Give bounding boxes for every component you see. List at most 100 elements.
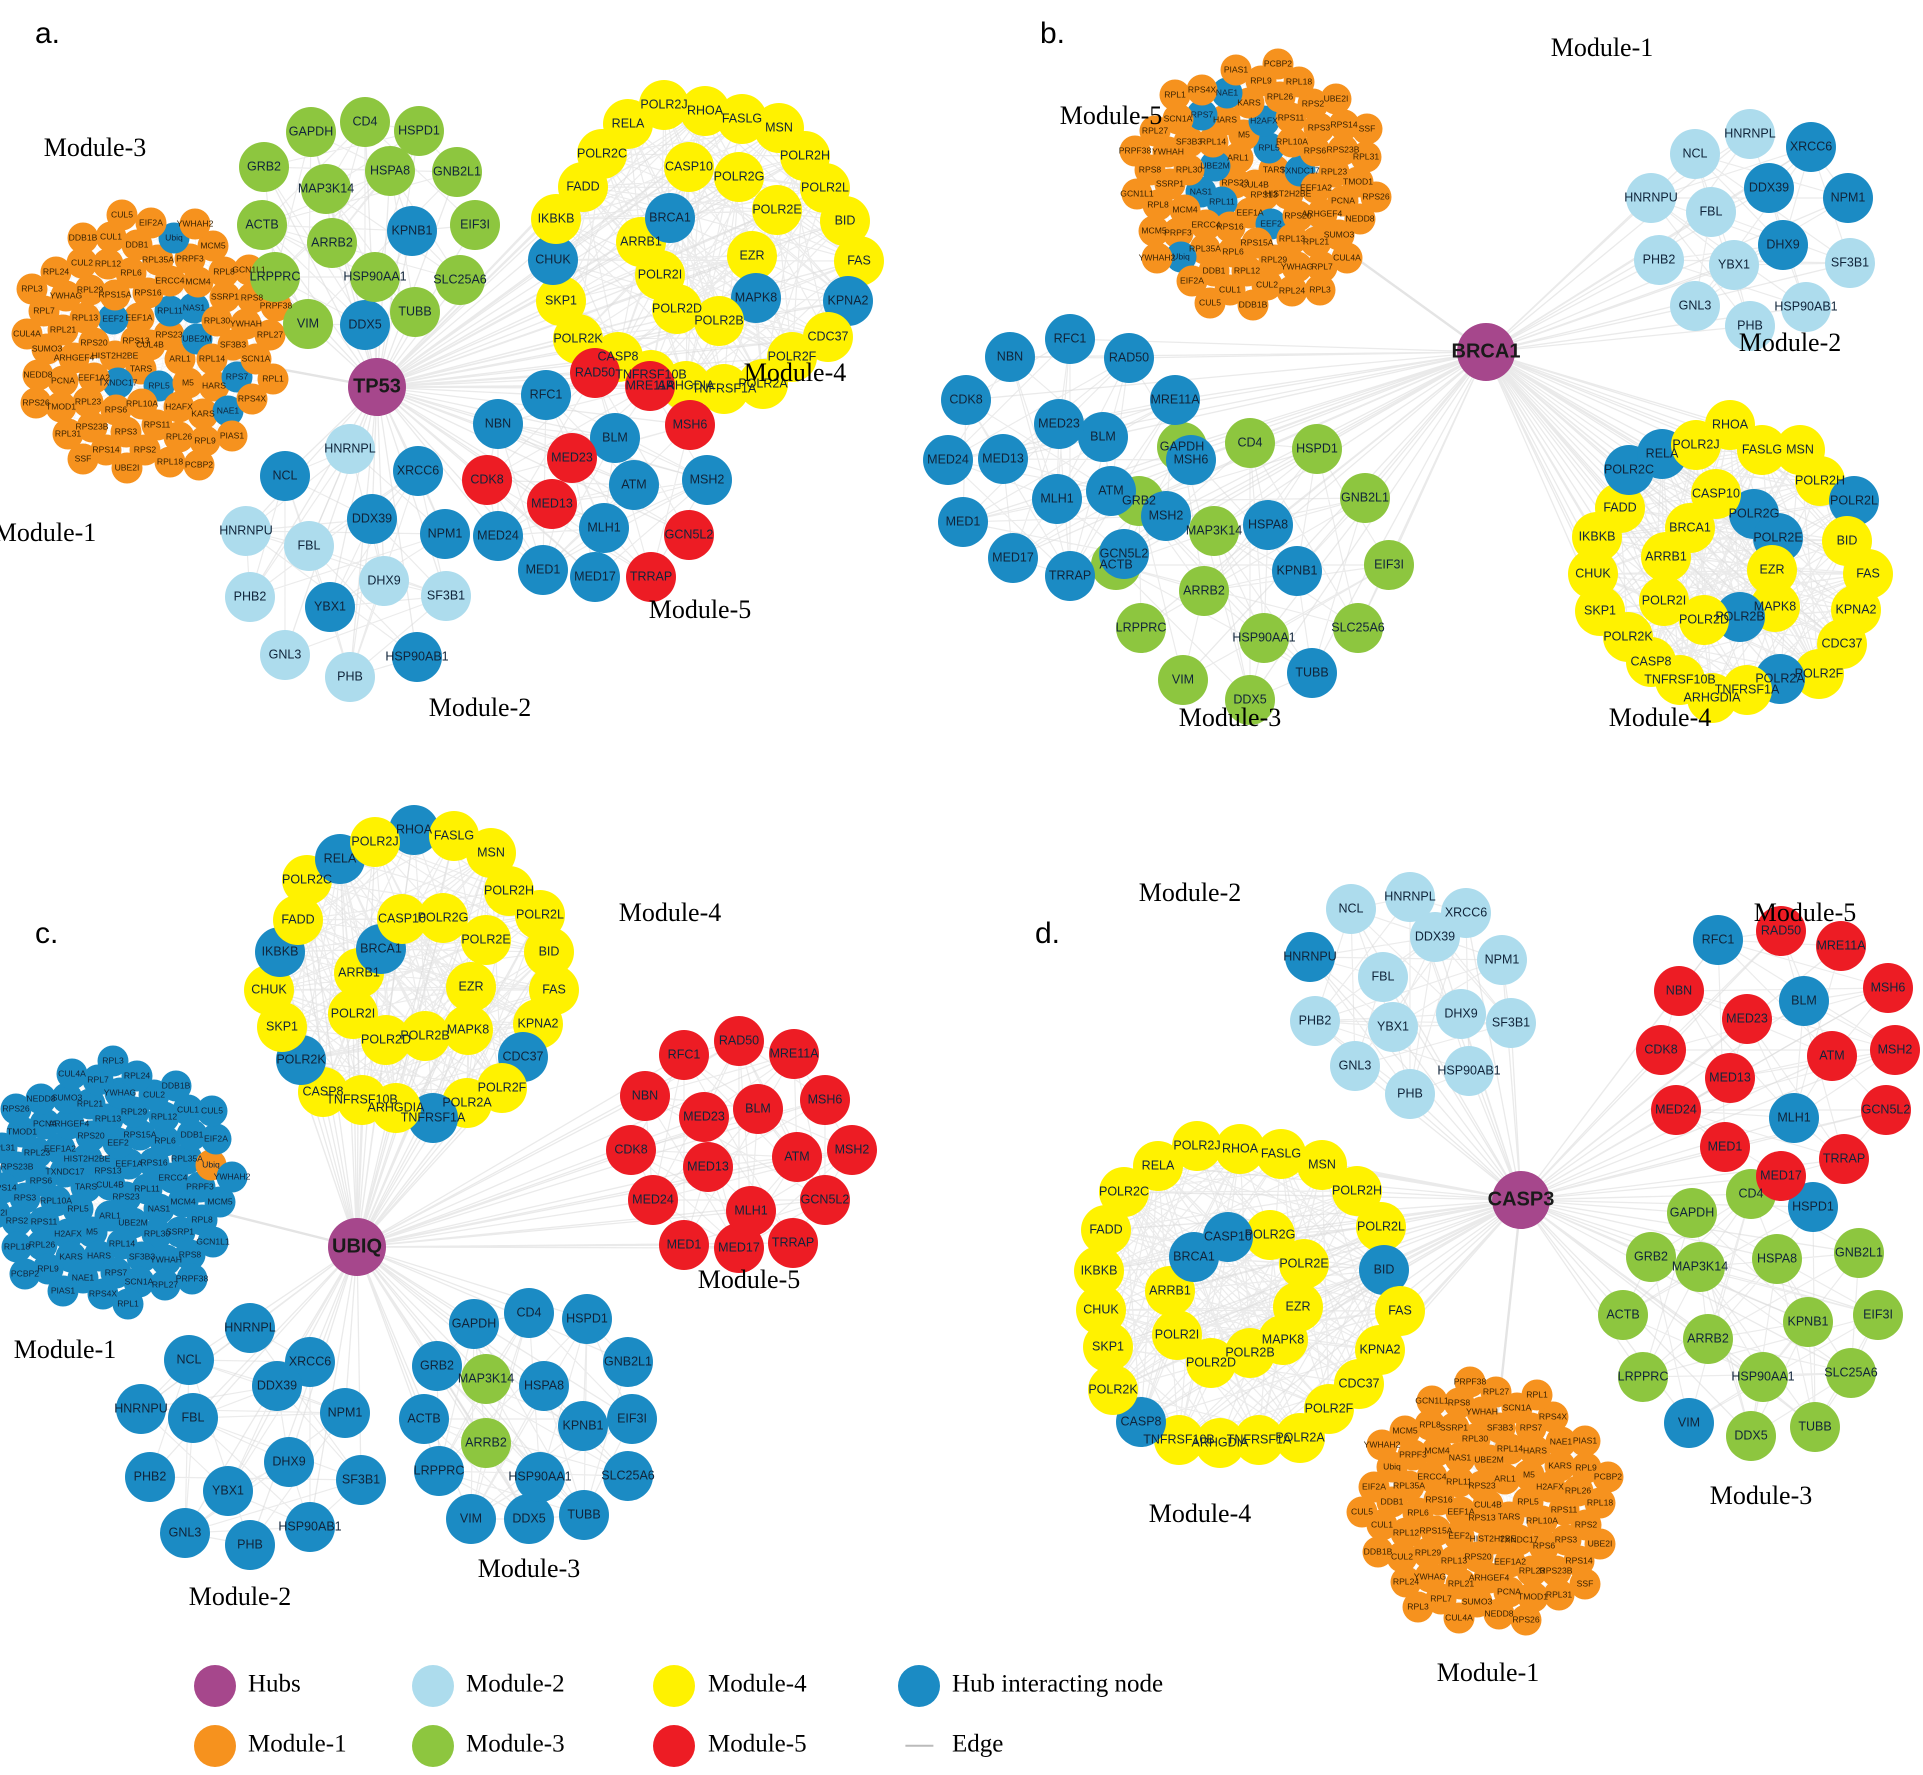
svg-text:POLR2K: POLR2K — [1603, 629, 1653, 643]
svg-text:MSH2: MSH2 — [690, 472, 725, 486]
svg-text:GNL3: GNL3 — [169, 1525, 202, 1539]
svg-text:RPL10A: RPL10A — [1526, 1515, 1558, 1525]
svg-text:SSF: SSF — [1359, 123, 1376, 133]
svg-text:KPNA2: KPNA2 — [1836, 602, 1877, 616]
svg-text:PIAS1: PIAS1 — [51, 1285, 76, 1295]
svg-text:YWHAH: YWHAH — [1152, 146, 1184, 156]
svg-text:PRPF3: PRPF3 — [1399, 1449, 1427, 1459]
svg-text:CUL2: CUL2 — [1391, 1551, 1413, 1561]
svg-text:RPL7: RPL7 — [33, 305, 55, 315]
svg-text:YWHAH: YWHAH — [150, 1254, 182, 1264]
svg-text:PHB: PHB — [337, 669, 363, 683]
svg-text:MAP3K14: MAP3K14 — [1186, 523, 1242, 537]
svg-text:TRRAP: TRRAP — [630, 569, 672, 583]
svg-text:RPS23: RPS23 — [1468, 1480, 1495, 1490]
svg-text:MAP3K14: MAP3K14 — [1672, 1259, 1728, 1273]
svg-text:RPS11: RPS11 — [1551, 1504, 1578, 1514]
svg-text:RPL24: RPL24 — [43, 266, 69, 276]
svg-text:CDC37: CDC37 — [1339, 1376, 1380, 1390]
svg-text:BID: BID — [1837, 533, 1858, 547]
svg-text:NAE1: NAE1 — [1216, 87, 1239, 97]
svg-text:XRCC6: XRCC6 — [397, 463, 439, 477]
svg-text:RPL27: RPL27 — [257, 329, 283, 339]
svg-text:CD4: CD4 — [1738, 1186, 1763, 1200]
svg-text:PRPF3: PRPF3 — [186, 1181, 214, 1191]
svg-text:RPS3: RPS3 — [1308, 122, 1331, 132]
svg-text:POLR2K: POLR2K — [276, 1052, 326, 1066]
svg-text:CUL5: CUL5 — [201, 1105, 223, 1115]
svg-text:RPS23B: RPS23B — [1, 1161, 34, 1171]
svg-text:CD4: CD4 — [1237, 435, 1262, 449]
svg-text:CD4: CD4 — [352, 114, 377, 128]
svg-text:EIF3I: EIF3I — [617, 1411, 647, 1425]
svg-text:Module-2: Module-2 — [189, 1582, 292, 1611]
svg-text:RPL3: RPL3 — [1407, 1601, 1429, 1611]
svg-text:YBX1: YBX1 — [314, 599, 346, 613]
svg-text:RPL23: RPL23 — [24, 1147, 50, 1157]
svg-text:ACTB: ACTB — [1606, 1307, 1639, 1321]
svg-text:CDK8: CDK8 — [470, 472, 503, 486]
svg-text:NPM1: NPM1 — [1485, 952, 1520, 966]
svg-text:RFC1: RFC1 — [1702, 932, 1735, 946]
svg-text:BRCA1: BRCA1 — [360, 941, 402, 955]
svg-text:RHOA: RHOA — [1712, 417, 1749, 431]
svg-text:DHX9: DHX9 — [272, 1454, 305, 1468]
svg-text:POLR2L: POLR2L — [1357, 1219, 1405, 1233]
svg-text:MAPK8: MAPK8 — [1262, 1332, 1304, 1346]
svg-text:PRPF38: PRPF38 — [260, 300, 293, 310]
svg-text:GRB2: GRB2 — [420, 1358, 454, 1372]
svg-text:Module-5: Module-5 — [698, 1265, 801, 1294]
svg-text:RPS3: RPS3 — [14, 1192, 37, 1202]
svg-text:DDB1B: DDB1B — [162, 1080, 191, 1090]
svg-text:FASLG: FASLG — [722, 111, 762, 125]
svg-text:GCN5L2: GCN5L2 — [1100, 546, 1149, 560]
svg-text:HNRNPU: HNRNPU — [219, 523, 272, 537]
svg-text:KPNB1: KPNB1 — [563, 1418, 604, 1432]
svg-text:RPL31: RPL31 — [55, 428, 81, 438]
svg-text:HNRNPU: HNRNPU — [1283, 949, 1336, 963]
svg-text:RPL26: RPL26 — [1267, 91, 1293, 101]
svg-text:EZR: EZR — [1286, 1299, 1311, 1313]
svg-text:MCM4: MCM4 — [185, 276, 211, 286]
svg-text:RPL1: RPL1 — [117, 1298, 139, 1308]
svg-text:MLH1: MLH1 — [734, 1203, 767, 1217]
svg-text:KPNB1: KPNB1 — [1277, 563, 1318, 577]
svg-text:LRPPRC: LRPPRC — [1116, 620, 1167, 634]
svg-text:NBN: NBN — [632, 1088, 658, 1102]
svg-text:RELA: RELA — [1142, 1158, 1175, 1172]
svg-text:PRPF3: PRPF3 — [176, 253, 204, 263]
svg-text:VIM: VIM — [297, 316, 319, 330]
svg-text:XRCC6: XRCC6 — [1445, 905, 1487, 919]
svg-text:FADD: FADD — [1603, 500, 1636, 514]
svg-text:Module-4: Module-4 — [1609, 703, 1712, 732]
svg-text:MCM4: MCM4 — [1172, 204, 1198, 214]
svg-text:RPL27: RPL27 — [152, 1279, 178, 1289]
svg-text:HSP90AB1: HSP90AB1 — [1437, 1063, 1500, 1077]
svg-text:PCNA: PCNA — [51, 375, 75, 385]
svg-text:RPS23: RPS23 — [1221, 177, 1248, 187]
svg-text:HNRNPL: HNRNPL — [1724, 126, 1775, 140]
svg-text:ARHGEF4: ARHGEF4 — [1469, 1572, 1510, 1582]
svg-text:NEDD8: NEDD8 — [1345, 213, 1374, 223]
svg-text:RELA: RELA — [612, 116, 645, 130]
svg-text:POLR2I: POLR2I — [331, 1006, 375, 1020]
svg-text:RPL13: RPL13 — [95, 1113, 121, 1123]
svg-text:ERCC4: ERCC4 — [158, 1172, 187, 1182]
svg-text:M5: M5 — [1238, 129, 1250, 139]
svg-text:Module-1: Module-1 — [1551, 33, 1654, 62]
svg-text:KARS: KARS — [1237, 97, 1261, 107]
svg-text:HSPD1: HSPD1 — [1296, 441, 1338, 455]
svg-text:RPL12: RPL12 — [1234, 265, 1260, 275]
svg-text:SF3B3: SF3B3 — [220, 339, 246, 349]
svg-text:TUBB: TUBB — [567, 1507, 600, 1521]
svg-text:GRB2: GRB2 — [247, 159, 281, 173]
svg-text:KPNA2: KPNA2 — [828, 293, 869, 307]
svg-text:PHB2: PHB2 — [1643, 252, 1676, 266]
svg-text:RPL12: RPL12 — [1393, 1527, 1419, 1537]
svg-text:NAS1: NAS1 — [1449, 1452, 1472, 1462]
svg-text:M5: M5 — [1523, 1469, 1535, 1479]
svg-text:GNB2L1: GNB2L1 — [604, 1354, 652, 1368]
svg-text:MED24: MED24 — [477, 528, 519, 542]
svg-text:EEF1A: EEF1A — [1236, 207, 1263, 217]
svg-text:SF3B3: SF3B3 — [1176, 136, 1202, 146]
